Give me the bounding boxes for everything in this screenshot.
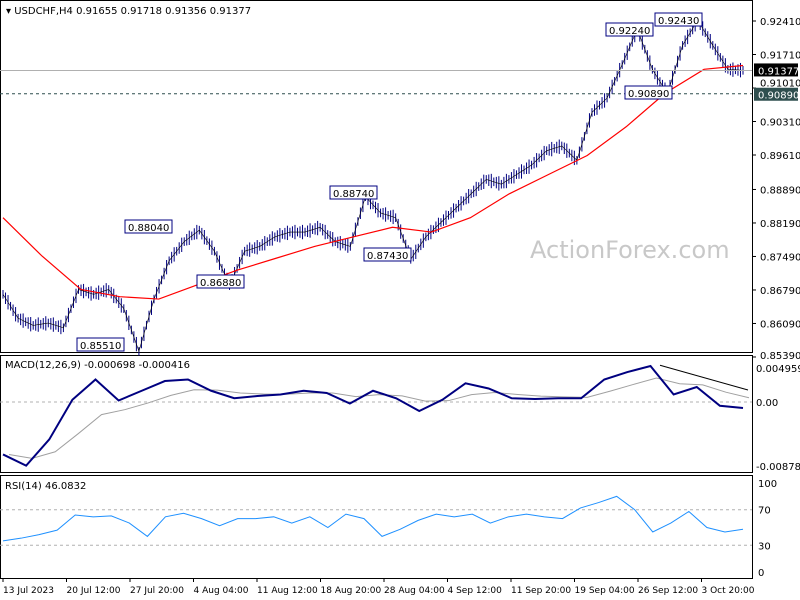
moving-average-line [2, 64, 744, 300]
macd-tick-label: 0.00 [756, 398, 778, 409]
y-tick-label: 0.91710 [760, 51, 800, 62]
x-tick-label: 3 Oct 20:00 [702, 586, 755, 596]
rsi-tick-label: 70 [758, 506, 771, 517]
y-tick-label: 0.91010 [760, 79, 800, 90]
swing-label: 0.88040 [128, 223, 169, 234]
price-title: ▾ USDCHF,H4 0.91655 0.91718 0.91356 0.91… [6, 6, 251, 17]
swing-label: 0.86880 [200, 278, 241, 289]
x-tick-label: 27 Jul 20:00 [130, 586, 184, 596]
x-tick-label: 20 Jul 12:00 [67, 586, 121, 596]
x-tick-label: 19 Sep 04:00 [575, 586, 635, 596]
swing-label-box [76, 337, 125, 352]
swing-label: 0.92240 [609, 26, 650, 37]
x-tick-label: 11 Aug 12:00 [257, 586, 318, 596]
x-tick-label: 13 Jul 2023 [3, 586, 54, 596]
swing-label-box [329, 185, 378, 200]
macd-title: MACD(12,26,9) -0.000698 -0.000416 [5, 360, 190, 371]
x-tick-label: 4 Sep 12:00 [448, 586, 503, 596]
current-price-label: 0.91377 [758, 66, 799, 77]
swing-label: 0.92430 [658, 16, 699, 27]
y-tick-label: 0.92410 [760, 17, 800, 28]
y-tick-label: 0.89610 [760, 151, 800, 162]
swing-label: 0.88740 [333, 189, 374, 200]
swing-label-box [654, 12, 703, 27]
rsi-tick-label: 100 [758, 479, 777, 490]
rsi-tick-label: 30 [758, 541, 771, 552]
rsi-tick-label: 0 [758, 568, 764, 579]
rsi-title: RSI(14) 46.0832 [5, 481, 86, 492]
swing-label-box [363, 247, 412, 262]
y-tick-label: 0.86790 [760, 286, 800, 297]
level-label: 0.90890 [758, 91, 799, 102]
y-tick-label: 0.87490 [760, 252, 800, 263]
y-tick-label: 0.86090 [760, 319, 800, 330]
macd-signal-line [8, 377, 750, 459]
x-tick-label: 18 Aug 20:00 [321, 586, 382, 596]
swing-label: 0.87430 [367, 251, 408, 262]
watermark: ActionForex.com [530, 236, 730, 264]
y-tick-label: 0.88890 [760, 185, 800, 196]
rsi-line [2, 495, 744, 542]
swing-label: 0.90890 [628, 89, 669, 100]
macd-tick-label: -0.008785 [756, 462, 800, 473]
swing-label-box [196, 274, 245, 289]
swing-label-box [124, 219, 173, 234]
macd-trendline [659, 364, 749, 391]
x-tick-label: 28 Aug 04:00 [384, 586, 445, 596]
x-tick-label: 11 Sep 20:00 [511, 586, 571, 596]
y-tick-label: 0.88190 [760, 219, 800, 230]
macd-tick-label: 0.004959 [756, 364, 800, 375]
current-price-tag [754, 63, 798, 77]
level-tag [754, 87, 798, 101]
y-tick-label: 0.85390 [760, 351, 800, 362]
macd-line [2, 364, 744, 467]
macd-panel [0, 355, 753, 473]
swing-label-box [624, 85, 673, 100]
price-panel [0, 0, 753, 353]
swing-label: 0.85510 [80, 341, 121, 352]
y-tick-label: 0.90310 [760, 118, 800, 129]
x-tick-label: 4 Aug 04:00 [194, 586, 249, 596]
swing-label-box [605, 22, 654, 37]
rsi-panel [0, 475, 753, 579]
x-tick-label: 26 Sep 12:00 [638, 586, 698, 596]
